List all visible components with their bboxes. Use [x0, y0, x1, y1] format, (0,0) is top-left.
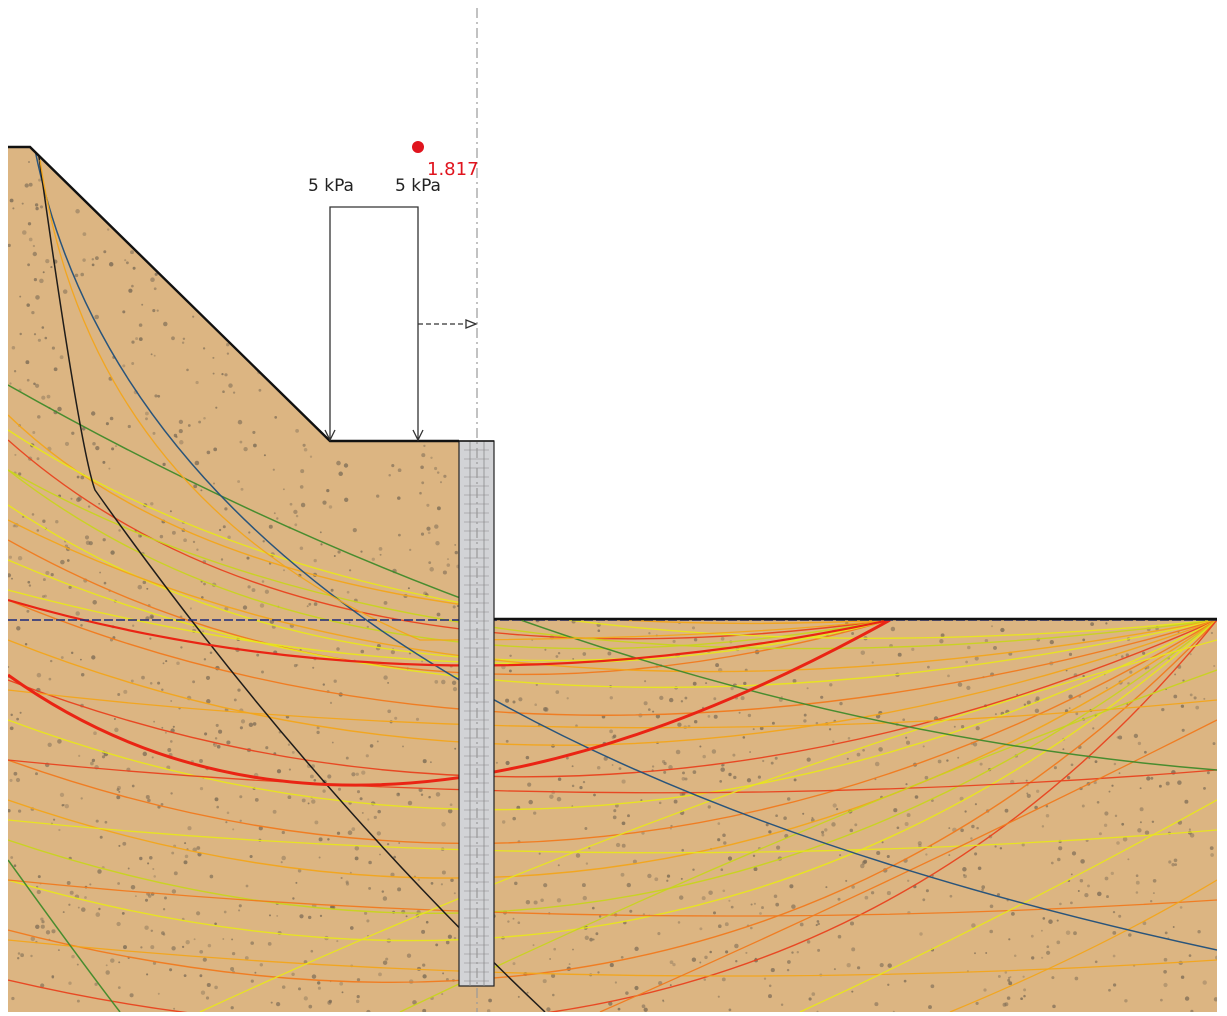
slip-surface — [8, 469, 891, 650]
load-outline — [329, 206, 419, 439]
slip-surface — [8, 619, 1217, 778]
soil-region — [8, 147, 1217, 1012]
slip-surface — [599, 719, 1217, 1012]
load-label-right: 5 kPa — [395, 176, 441, 196]
surcharge-load[interactable] — [324, 206, 478, 442]
slip-surface — [8, 539, 891, 676]
slip-surface — [8, 879, 1217, 917]
slip-surface — [39, 159, 891, 641]
slip-surface — [8, 559, 1217, 689]
load-label-left: 5 kPa — [308, 176, 354, 196]
load-arrow-right — [412, 429, 424, 442]
slip-center-marker[interactable] — [412, 141, 424, 153]
slip-surface — [37, 149, 546, 1012]
soil-body — [8, 147, 1217, 1012]
slip-surface — [8, 619, 1217, 879]
slip-surface — [8, 619, 1217, 1012]
slip-surface — [199, 639, 1217, 1012]
critical-slip-surface[interactable] — [8, 618, 891, 787]
slip-surface — [8, 619, 1217, 811]
slip-surface — [8, 619, 1217, 914]
load-arrow-left — [324, 429, 336, 442]
slip-surface — [949, 879, 1217, 1012]
slip-surface — [8, 619, 1217, 746]
factor-of-safety-label: 1.817 — [427, 159, 479, 180]
slip-surface — [8, 859, 121, 1012]
slip-surface — [8, 599, 1217, 716]
slip-surface — [8, 759, 1217, 794]
slip-surface — [799, 799, 1217, 1012]
slip-surface — [8, 819, 1217, 854]
slip-surface — [8, 414, 891, 625]
slip-surface — [8, 469, 1217, 650]
slip-surface — [8, 619, 1217, 942]
load-direction-arrowhead — [465, 319, 478, 329]
terrain-surface-left — [8, 145, 459, 443]
slip-surfaces — [8, 149, 1217, 1012]
slip-surface — [8, 439, 891, 640]
slip-surface — [8, 939, 1217, 977]
slip-surface — [34, 149, 1217, 951]
slip-surface — [399, 669, 1217, 1012]
slip-surface — [8, 598, 891, 667]
slip-surface — [8, 689, 1217, 729]
